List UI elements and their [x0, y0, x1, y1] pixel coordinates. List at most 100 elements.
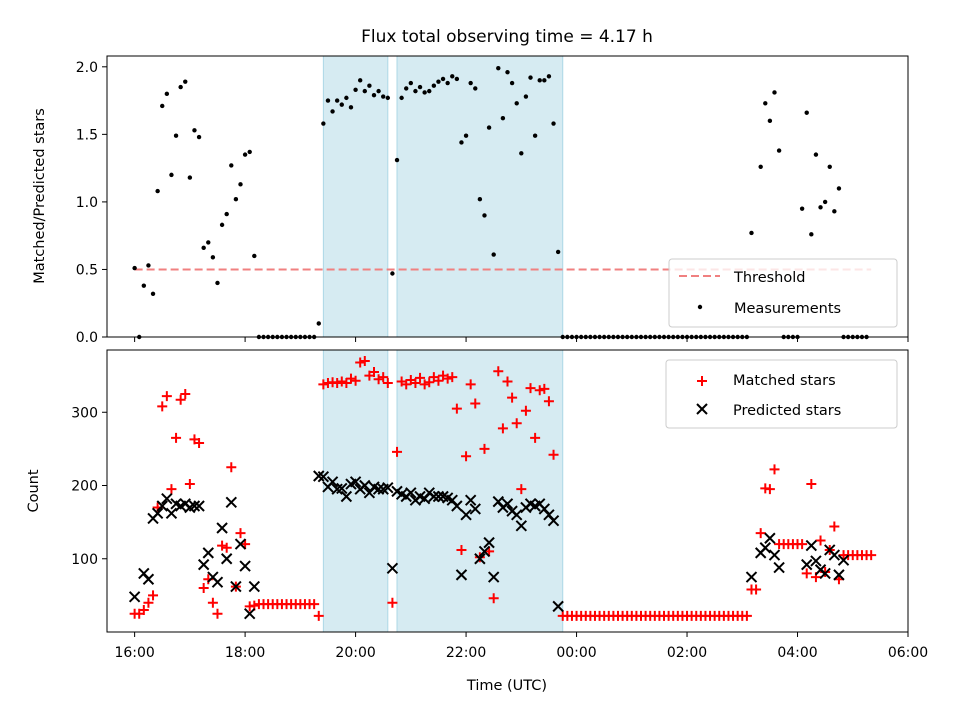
matched-star-point	[447, 372, 458, 383]
predicted-star-point	[188, 500, 201, 512]
measurement-point	[514, 101, 519, 106]
measurement-point	[362, 88, 367, 94]
measurement-point	[238, 182, 243, 187]
matched-star-point	[456, 544, 467, 555]
matched-star-point	[497, 423, 508, 434]
predicted-star-point	[165, 507, 178, 520]
matched-star-point	[313, 610, 324, 621]
measurement-point	[330, 109, 335, 114]
measurement-point	[528, 75, 533, 80]
legend-matched-swatch	[697, 376, 707, 386]
x-tick-label: 20:00	[335, 645, 375, 661]
predicted-star-point	[128, 591, 141, 603]
measurement-point	[772, 90, 777, 95]
predicted-star-point	[382, 481, 394, 494]
matched-star-point	[769, 464, 780, 475]
x-tick-label: 00:00	[556, 645, 596, 661]
matched-star-point	[829, 521, 840, 532]
predicted-star-point	[142, 573, 155, 585]
top-panel: 0.00.51.01.52.0 Matched/Predicted stars …	[32, 55, 909, 346]
predicted-star-point	[216, 522, 228, 534]
predicted-star-point	[230, 580, 242, 593]
x-tick-label: 16:00	[114, 645, 154, 661]
matched-star-point	[217, 540, 228, 551]
legend-predicted-swatch	[696, 403, 708, 415]
predicted-star-point	[547, 514, 560, 527]
bottom-y-ticks: 100 200 300	[71, 405, 107, 568]
measurement-point	[252, 253, 257, 259]
predicted-star-point	[248, 580, 261, 593]
matched-star-point	[387, 597, 398, 608]
measurement-point	[799, 206, 805, 211]
matched-star-point	[401, 379, 412, 390]
measurement-point	[210, 255, 216, 260]
matched-star-point	[520, 405, 531, 416]
predicted-star-point	[474, 553, 486, 565]
measurement-point	[445, 80, 450, 86]
measurement-point	[827, 164, 832, 169]
top-legend: Threshold Measurements	[668, 258, 898, 328]
legend-measurement-swatch	[697, 304, 703, 310]
top-shaded-intervals	[322, 55, 564, 338]
x-axis-label: Time (UTC)	[466, 678, 547, 694]
measurement-point	[463, 133, 469, 138]
measurement-point	[818, 205, 823, 210]
legend-threshold-label: Threshold	[733, 270, 805, 286]
matched-star-point	[741, 610, 752, 621]
x-tick-label: 02:00	[667, 645, 707, 661]
shaded-interval	[322, 55, 389, 338]
top-axes-frame	[106, 55, 909, 338]
predicted-star-point	[340, 490, 353, 503]
predicted-star-point	[552, 600, 564, 613]
matched-star-point	[198, 583, 209, 594]
measurement-point	[417, 84, 423, 90]
predicted-star-point	[211, 576, 224, 588]
measurement-point	[440, 76, 446, 82]
predicted-star-point	[372, 483, 385, 495]
top-y-ticks: 0.0 0.5 1.0 1.5 2.0	[76, 60, 107, 346]
matched-star-point	[815, 535, 826, 546]
matched-star-point	[184, 479, 195, 490]
matched-star-point	[806, 479, 817, 490]
matched-star-point	[516, 484, 527, 495]
measurement-point	[413, 88, 418, 94]
measurement-point	[537, 78, 542, 83]
y-tick-label: 0.0	[76, 330, 98, 346]
bottom-y-axis-label: Count	[26, 469, 42, 512]
y-tick-label: 0.5	[76, 262, 98, 278]
measurement-point	[201, 245, 206, 251]
y-tick-label: 100	[71, 552, 98, 568]
measurement-point	[482, 213, 487, 218]
measurement-point	[436, 79, 441, 84]
measurement-point	[334, 98, 340, 103]
x-tick-label: 06:00	[888, 645, 928, 661]
matched-star-point	[180, 388, 191, 399]
measurement-point	[422, 90, 427, 95]
predicted-star-point	[828, 549, 841, 561]
measurement-point	[532, 133, 538, 138]
measurement-point	[468, 80, 473, 86]
measurement-point	[344, 95, 349, 101]
predicted-star-point	[234, 538, 247, 550]
matched-star-point	[382, 377, 393, 388]
measurement-point	[758, 164, 763, 169]
measurement-point	[183, 79, 188, 84]
measurement-point	[196, 134, 202, 140]
predicted-star-point	[239, 560, 251, 572]
measurement-point	[477, 197, 483, 202]
predicted-star-point	[359, 479, 371, 492]
predicted-star-point	[833, 569, 845, 581]
matched-stars-points	[129, 355, 877, 621]
y-tick-label: 2.0	[76, 60, 98, 76]
x-tick-label: 18:00	[225, 645, 265, 661]
predicted-star-point	[764, 532, 776, 544]
measurement-point	[496, 65, 501, 71]
matched-star-point	[392, 446, 403, 457]
measurement-point	[459, 140, 464, 145]
top-x-tick-marks	[134, 337, 909, 342]
measurement-point	[247, 149, 252, 155]
legend-predicted-label: Predicted stars	[733, 403, 841, 419]
matched-star-point	[410, 377, 421, 388]
shaded-interval	[396, 55, 564, 338]
measurement-point	[427, 88, 432, 94]
